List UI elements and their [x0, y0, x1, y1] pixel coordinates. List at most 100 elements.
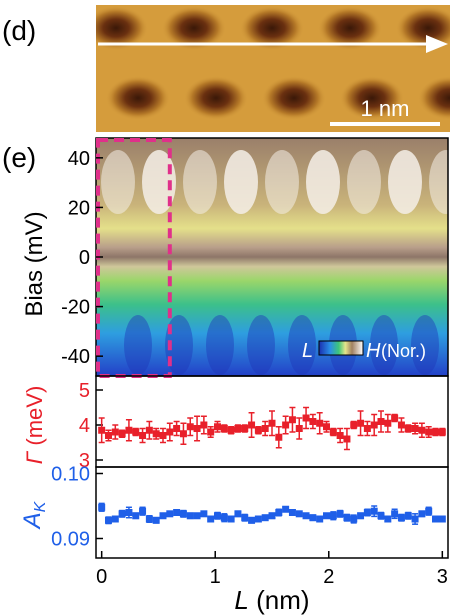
data-point	[377, 512, 385, 520]
data-point	[227, 426, 235, 434]
topography-dimple	[162, 6, 226, 50]
data-point	[404, 425, 412, 432]
data-point	[111, 515, 119, 523]
data-point	[166, 428, 174, 436]
data-point	[159, 432, 167, 439]
heatmap-bright-lobe	[183, 150, 217, 214]
data-point	[370, 421, 378, 429]
data-point	[411, 515, 419, 523]
data-point	[254, 426, 262, 434]
heatmap-blue-lobe	[411, 315, 439, 375]
data-point	[186, 512, 194, 520]
topography-dimple	[418, 76, 450, 120]
topography-dimple	[96, 6, 148, 50]
data-point	[159, 512, 167, 520]
data-point	[295, 510, 303, 518]
x-tick-label: 1	[210, 566, 221, 588]
bias-axis-label: Bias (mV)	[21, 211, 48, 316]
data-point	[173, 509, 181, 516]
topography-dimple	[184, 76, 248, 120]
heatmap-bright-lobe	[224, 150, 258, 214]
data-point	[125, 426, 133, 434]
data-point	[132, 428, 140, 436]
data-point	[139, 507, 147, 515]
data-point	[173, 425, 181, 432]
data-point	[268, 419, 276, 427]
topography-dimple	[240, 6, 304, 50]
y-tick-label: 3	[79, 450, 90, 472]
heatmap-blue-lobe	[247, 315, 275, 375]
data-point	[323, 423, 331, 431]
x-tick-label: 0	[96, 566, 107, 588]
data-point	[152, 516, 160, 524]
bias-tick-label: 0	[79, 247, 90, 269]
colorbar	[318, 340, 364, 356]
data-point	[193, 512, 201, 520]
heatmap-blue-lobe	[124, 315, 152, 375]
data-point	[288, 509, 296, 516]
gamma-unit: (meV)	[22, 386, 47, 452]
data-point	[302, 512, 310, 520]
data-point	[329, 512, 337, 520]
colorbar-high-label: H	[366, 340, 381, 362]
data-point	[377, 418, 385, 425]
heatmap-blue-lobe	[165, 315, 193, 375]
topography-image	[28, 5, 450, 132]
data-point	[111, 428, 119, 436]
data-point	[288, 416, 296, 424]
topography-dimple	[262, 76, 326, 120]
data-point	[118, 510, 126, 518]
data-point	[329, 428, 337, 436]
data-point	[350, 515, 358, 523]
data-point	[425, 507, 433, 515]
data-point	[261, 425, 269, 432]
heatmap-bright-lobe	[306, 150, 340, 214]
gamma-symbol: Γ	[22, 450, 47, 464]
data-point	[145, 426, 153, 434]
data-point	[391, 414, 399, 422]
data-point	[241, 425, 249, 432]
heatmap-bright-lobe	[265, 150, 299, 214]
data-point	[179, 510, 187, 518]
data-point	[193, 425, 201, 432]
data-point	[125, 509, 133, 516]
data-point	[166, 510, 174, 518]
ak-frame	[95, 466, 449, 559]
x-tick-label: 2	[323, 566, 334, 588]
data-point	[391, 510, 399, 518]
data-point	[207, 428, 215, 436]
data-point	[363, 509, 371, 516]
panel-e-label: (e)	[2, 142, 36, 173]
data-point	[316, 515, 324, 523]
colorbar-low-label: L	[302, 340, 313, 362]
heatmap-blue-lobe	[206, 315, 234, 375]
data-point	[179, 430, 187, 438]
heatmap-bright-lobe	[347, 150, 381, 214]
heatmap-bright-lobe	[429, 150, 448, 214]
data-point	[336, 510, 344, 518]
bias-tick-label: -20	[61, 297, 90, 319]
data-point	[295, 425, 303, 432]
data-point	[152, 430, 160, 438]
data-point	[438, 515, 446, 523]
heatmap-bright-lobe	[101, 150, 135, 214]
data-point	[207, 515, 215, 523]
linecut-arrow-head	[426, 35, 448, 53]
data-point	[343, 514, 351, 522]
topography-dimple	[340, 76, 404, 120]
dIdV-heatmap	[96, 138, 448, 376]
x-tick-label: 3	[437, 566, 448, 588]
data-point	[248, 516, 256, 524]
panel-d-label: (d)	[2, 15, 36, 46]
data-point	[254, 515, 262, 523]
data-point	[145, 515, 153, 523]
data-point	[411, 425, 419, 432]
data-point	[261, 514, 269, 522]
data-point	[357, 419, 365, 427]
data-point	[397, 421, 405, 429]
data-point	[98, 503, 106, 511]
data-point	[418, 426, 426, 434]
data-point	[241, 514, 249, 522]
topography-dimple	[28, 76, 92, 120]
